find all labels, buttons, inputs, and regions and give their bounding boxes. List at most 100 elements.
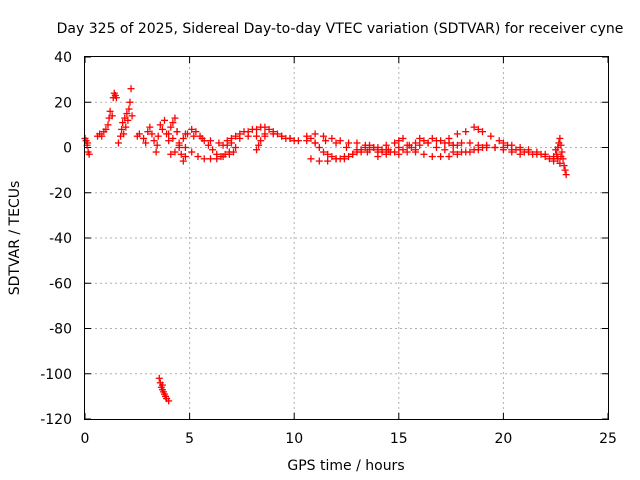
data-point — [432, 144, 440, 151]
data-point — [104, 121, 112, 129]
data-point — [171, 148, 179, 156]
data-point — [307, 134, 315, 142]
data-point — [508, 141, 516, 149]
data-point — [391, 139, 399, 147]
data-point — [556, 134, 564, 142]
data-point — [253, 146, 261, 154]
data-point — [215, 139, 223, 147]
data-point — [128, 112, 136, 120]
data-point — [516, 144, 524, 151]
data-point — [181, 153, 189, 161]
data-point — [478, 128, 486, 136]
data-point — [253, 132, 261, 140]
grid-lines — [85, 57, 608, 419]
data-point — [167, 123, 175, 131]
data-point — [561, 166, 569, 174]
y-tick-label: -100 — [40, 367, 72, 383]
data-point — [353, 139, 361, 147]
x-axis-ticks: 0 5 10 15 20 25 — [81, 57, 617, 447]
data-point — [158, 125, 166, 133]
data-point — [255, 141, 263, 149]
plot-frame — [84, 56, 609, 420]
data-point — [349, 150, 357, 158]
data-point — [175, 139, 183, 147]
data-point — [207, 137, 215, 145]
data-points — [81, 85, 570, 405]
data-point — [424, 139, 432, 147]
data-point — [324, 150, 332, 158]
y-tick-label: -20 — [49, 186, 72, 202]
data-point — [106, 107, 114, 115]
data-point — [108, 112, 116, 120]
data-point — [126, 98, 134, 106]
data-point — [84, 139, 92, 147]
chart-title: Day 325 of 2025, Sidereal Day-to-day VTE… — [57, 21, 624, 37]
y-axis-ticks: -120 -100 -80 -60 -40 -20 0 20 40 — [40, 50, 608, 428]
data-point — [399, 134, 407, 142]
data-point — [474, 141, 482, 149]
data-point — [556, 159, 564, 167]
data-point — [445, 153, 453, 161]
data-point — [458, 148, 466, 156]
data-point — [403, 148, 411, 156]
data-point — [188, 148, 196, 156]
data-point — [190, 132, 198, 140]
data-point — [453, 150, 461, 158]
data-point — [148, 130, 156, 138]
data-point — [445, 134, 453, 142]
y-tick-label: 20 — [54, 95, 72, 111]
data-point — [188, 125, 196, 133]
data-point — [340, 153, 348, 161]
data-point — [395, 137, 403, 145]
data-point — [181, 144, 189, 151]
data-point — [324, 157, 332, 165]
data-point — [158, 381, 166, 389]
data-point — [278, 132, 286, 140]
data-point — [232, 144, 240, 151]
data-point — [219, 141, 227, 149]
data-point — [173, 128, 181, 136]
data-point — [491, 144, 499, 151]
data-point — [155, 374, 163, 382]
data-point — [483, 141, 491, 149]
y-axis-label: SDTVAR / TECUs — [7, 181, 23, 296]
y-tick-label: -80 — [49, 322, 72, 338]
data-point — [153, 141, 161, 149]
x-tick-label: 15 — [390, 431, 408, 447]
data-point — [192, 128, 200, 136]
data-point — [332, 155, 340, 163]
data-point — [146, 123, 154, 131]
data-point — [236, 134, 244, 142]
data-point — [449, 141, 457, 149]
data-point — [315, 157, 323, 165]
data-point — [261, 123, 269, 131]
data-point — [466, 148, 474, 156]
data-point — [322, 137, 330, 145]
data-point — [319, 132, 327, 140]
data-point — [230, 148, 238, 156]
data-point — [118, 125, 126, 133]
data-point — [294, 137, 302, 145]
data-point — [363, 148, 371, 156]
data-point — [370, 144, 378, 151]
data-point — [416, 141, 424, 149]
y-tick-label: -40 — [49, 231, 72, 247]
data-point — [395, 144, 403, 151]
data-point — [209, 146, 217, 154]
y-tick-label: -60 — [49, 276, 72, 292]
data-point — [332, 139, 340, 147]
data-point — [253, 125, 261, 133]
data-point — [303, 132, 311, 140]
data-point — [533, 148, 541, 156]
data-point — [562, 171, 570, 179]
data-point — [179, 157, 187, 165]
data-point — [177, 150, 185, 158]
data-point — [437, 137, 445, 145]
y-tick-label: 0 — [63, 141, 72, 157]
data-point — [361, 141, 369, 149]
data-point — [265, 125, 273, 133]
x-tick-label: 5 — [185, 431, 194, 447]
data-point — [343, 144, 350, 151]
